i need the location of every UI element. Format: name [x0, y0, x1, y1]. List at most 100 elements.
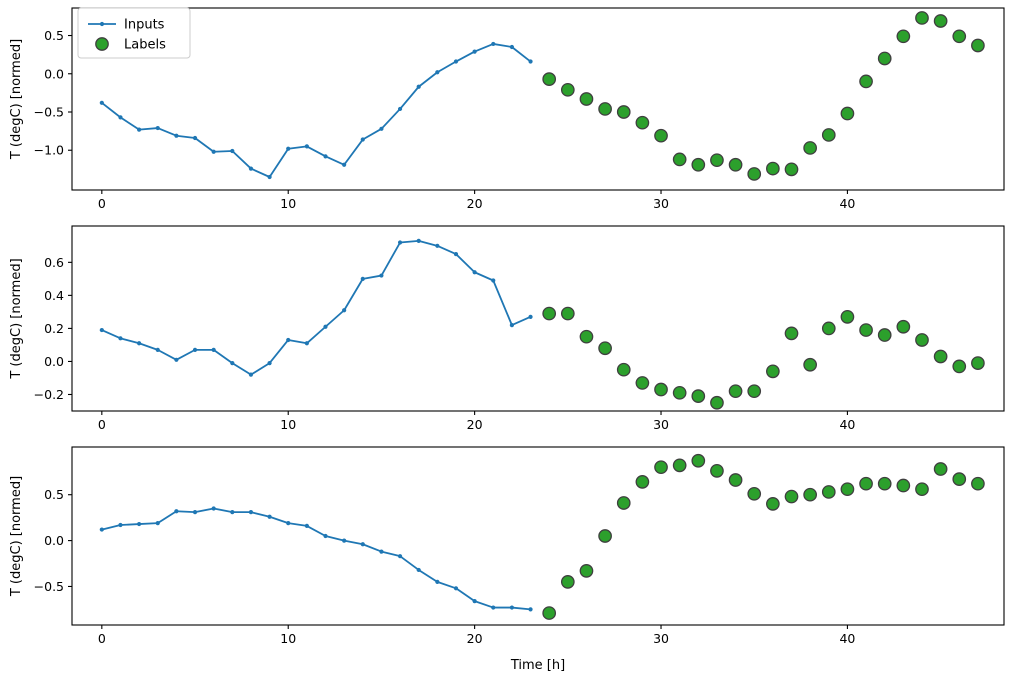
labels-point: [654, 382, 668, 397]
plot-spines: [71, 446, 1005, 626]
inputs-point: [491, 278, 496, 283]
y-tick-label: −0.5: [34, 579, 64, 594]
inputs-point: [453, 586, 459, 591]
legend-inputs-marker: [99, 21, 105, 27]
inputs-point: [491, 605, 496, 610]
labels-point: [840, 309, 855, 324]
labels-point: [803, 357, 817, 372]
inputs-point: [453, 251, 459, 257]
labels-point: [654, 128, 668, 143]
x-tick-label: 30: [653, 417, 669, 432]
labels-point: [952, 29, 967, 44]
labels-point: [821, 128, 836, 142]
inputs-point: [286, 146, 291, 151]
x-tick-label: 10: [280, 196, 296, 211]
labels-point: [933, 462, 948, 476]
inputs-point: [379, 126, 384, 131]
inputs-point: [192, 135, 198, 141]
inputs-point: [174, 357, 179, 362]
labels-point: [635, 376, 650, 390]
x-tick-label: 40: [839, 417, 855, 432]
inputs-point: [528, 59, 533, 64]
inputs-point: [155, 347, 160, 352]
inputs-point: [360, 276, 365, 281]
inputs-point: [472, 270, 477, 275]
y-tick-label: −0.2: [34, 387, 64, 402]
labels-point: [542, 306, 557, 321]
labels-point: [542, 72, 557, 86]
inputs-point: [323, 154, 328, 159]
labels-point: [560, 306, 575, 321]
inputs-point: [342, 538, 347, 543]
y-tick-label: 0.5: [44, 487, 64, 502]
inputs-point: [528, 314, 533, 319]
inputs-point: [267, 514, 272, 519]
inputs-point: [379, 273, 384, 278]
y-tick-label: −1.0: [34, 143, 64, 158]
inputs-point: [360, 542, 365, 547]
labels-point: [616, 362, 631, 377]
labels-point: [952, 472, 967, 486]
inputs-point: [192, 510, 198, 515]
inputs-point: [323, 324, 328, 329]
inputs-point: [174, 509, 179, 514]
inputs-point: [230, 148, 235, 154]
labels-point: [877, 476, 892, 491]
labels-point: [915, 482, 929, 497]
labels-point: [747, 384, 762, 399]
labels-point: [784, 326, 799, 341]
labels-point: [710, 395, 724, 410]
labels-point: [672, 385, 687, 400]
inputs-point: [416, 84, 421, 89]
labels-point: [840, 106, 855, 121]
labels-point: [971, 476, 985, 491]
inputs-point: [118, 115, 123, 120]
labels-point: [840, 482, 855, 497]
inputs-point: [416, 238, 421, 243]
inputs-point: [99, 527, 104, 532]
inputs-point: [174, 133, 179, 138]
inputs-point: [472, 599, 477, 604]
y-axis-label: T (degC) [normed]: [9, 476, 24, 597]
y-tick-label: 0.6: [44, 255, 64, 270]
inputs-point: [304, 144, 309, 149]
labels-point: [971, 356, 985, 370]
x-tick-label: 40: [839, 631, 855, 646]
y-axis-label: T (degC) [normed]: [9, 258, 24, 379]
x-tick-label: 10: [280, 417, 296, 432]
inputs-point: [137, 127, 142, 132]
labels-point: [766, 364, 780, 379]
inputs-point: [99, 100, 104, 105]
labels-point: [616, 496, 631, 510]
inputs-point: [211, 347, 216, 352]
inputs-point: [453, 59, 459, 64]
labels-point: [598, 102, 612, 116]
inputs-point: [230, 360, 235, 366]
inputs-point: [267, 360, 272, 366]
labels-point: [598, 529, 612, 543]
panel-data-area: [99, 238, 985, 410]
inputs-point: [342, 308, 347, 313]
inputs-point: [286, 337, 291, 343]
y-tick-label: 0.4: [44, 288, 64, 303]
inputs-point: [304, 523, 309, 529]
labels-point: [747, 486, 762, 501]
labels-point: [896, 478, 911, 493]
labels-point: [691, 453, 706, 468]
x-tick-label: 20: [467, 417, 483, 432]
labels-point: [728, 384, 743, 399]
y-tick-label: 0.5: [44, 28, 64, 43]
labels-point: [821, 321, 836, 336]
labels-point: [635, 115, 650, 130]
inputs-point: [137, 521, 142, 527]
labels-point: [915, 333, 929, 347]
inputs-point: [323, 533, 328, 539]
inputs-point: [211, 149, 216, 154]
inputs-point: [286, 521, 291, 526]
labels-point: [803, 141, 817, 155]
labels-point: [766, 161, 780, 176]
labels-point: [710, 464, 724, 478]
inputs-point: [528, 607, 533, 612]
labels-point: [616, 105, 631, 119]
